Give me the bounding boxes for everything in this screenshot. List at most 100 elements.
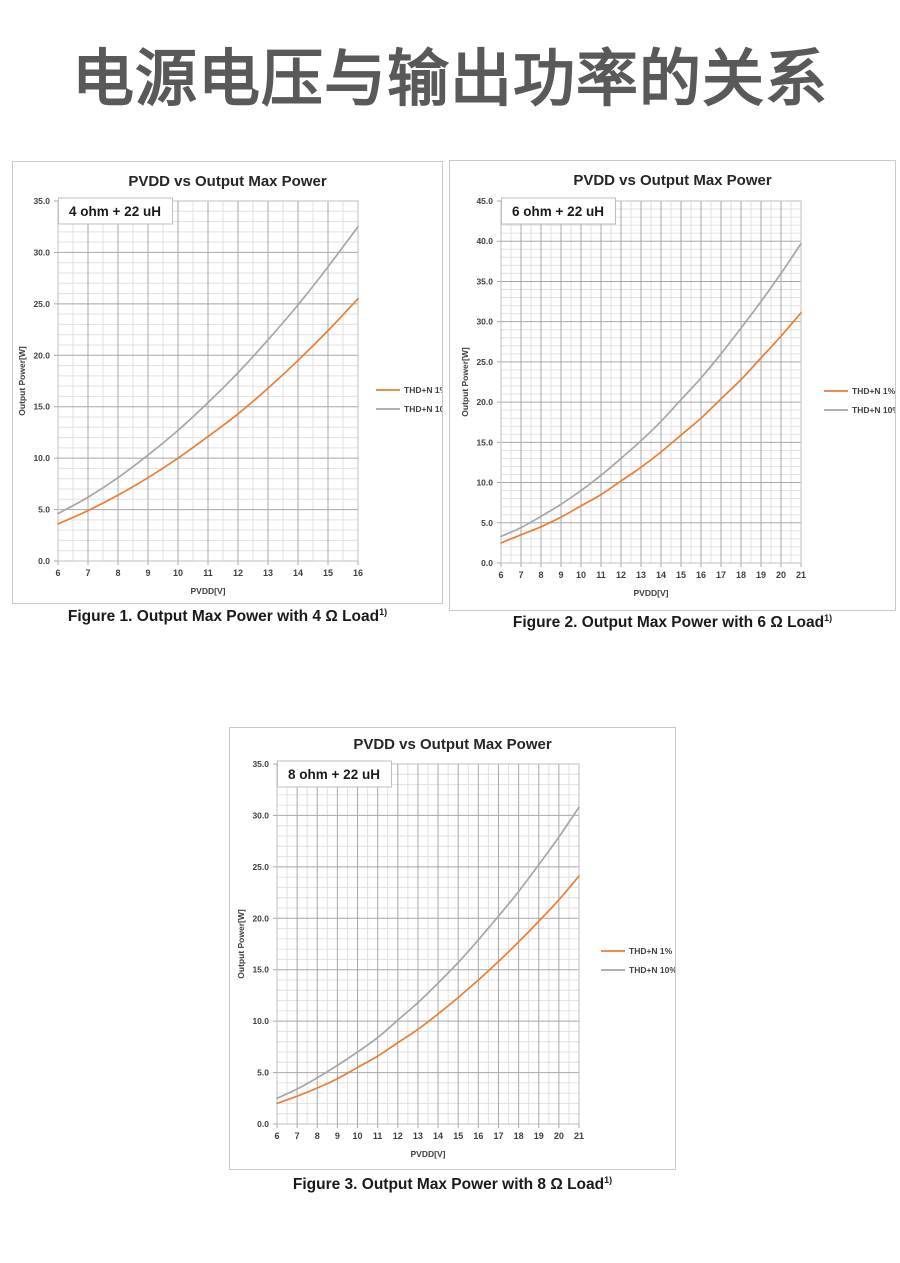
page-title: 电源电压与输出功率的关系 [71,42,828,115]
y-tick-label: 30.0 [476,317,493,327]
gridlines [277,764,579,1124]
x-tick-label: 6 [55,568,60,578]
y-tick-label: 15.0 [33,402,50,412]
x-axis-label: PVDD[V] [191,586,226,596]
x-tick-label: 11 [373,1131,383,1141]
x-tick-label: 7 [518,570,523,580]
y-tick-label: 20.0 [252,913,269,923]
x-tick-label: 11 [203,568,213,578]
chart-panel-8ohm: 6 7 8 9 10 11 12 13 14 15 16 17 18 19 20 21 0.0 5.0 10.0 15… [229,727,676,1170]
x-tick-label: 9 [558,570,563,580]
legend-label-thdn-1pct: THD+N 1% [629,946,673,956]
chart-title: PVDD vs Output Max Power [573,172,772,189]
x-tick-label: 15 [323,568,333,578]
x-tick-label: 13 [413,1131,423,1141]
legend-label-thdn-10pct: THD+N 10% [852,405,895,415]
x-tick-label: 14 [433,1131,443,1141]
chart-title: PVDD vs Output Max Power [353,736,552,753]
y-tick-labels: 0.0 5.0 10.0 15.0 20.0 25.0 30.0 35.0 [252,759,269,1129]
y-tick-label: 25.0 [33,299,50,309]
x-tick-label: 6 [498,570,503,580]
y-tick-label: 15.0 [476,437,493,447]
x-tick-label: 21 [574,1131,584,1141]
chart-title: PVDD vs Output Max Power [128,173,327,190]
series-lines [276,806,580,1105]
x-tick-labels: 6 7 8 9 10 11 12 13 14 15 16 17 18 19 20 21 [274,1131,584,1141]
figure-2-footnote-ref: 1) [824,613,833,623]
y-tick-label: 35.0 [33,196,50,206]
x-tick-label: 15 [453,1131,463,1141]
axis-ticks [497,200,802,567]
x-tick-label: 10 [353,1131,363,1141]
y-tick-label: 25.0 [252,862,269,872]
figure-2-caption: Figure 2. Output Max Power with 6 Ω Load… [449,613,896,632]
y-axis-label: Output Power[W] [236,909,246,979]
y-tick-label: 35.0 [476,276,493,286]
x-tick-label: 19 [756,570,766,580]
y-tick-label: 25.0 [476,357,493,367]
x-tick-label: 16 [353,568,363,578]
y-tick-labels: 0.0 5.0 10.0 15.0 20.0 25.0 30.0 35.0 [33,196,50,566]
legend-label-thdn-10pct: THD+N 10% [629,965,675,975]
chart-8ohm: 6 7 8 9 10 11 12 13 14 15 16 17 18 19 20 21 0.0 5.0 10.0 15… [236,736,675,1159]
x-tick-label: 7 [85,568,90,578]
chart-panel-4ohm: 6 7 8 9 10 11 12 13 14 15 16 0.0 5.0 10.0 15.0 20.0 25.0… [12,161,443,604]
x-tick-label: 14 [293,568,303,578]
y-tick-label: 0.0 [38,556,50,566]
chart-panel-6ohm: 6 7 8 9 10 11 12 13 14 15 16 17 18 19 20 21 0.0 5.0 10.0 15… [449,160,896,611]
y-tick-label: 40.0 [476,236,493,246]
x-tick-label: 14 [656,570,666,580]
annotation-rect [277,760,392,788]
series-line-thdn-10pct [57,225,359,515]
y-axis-label: Output Power[W] [460,347,470,417]
y-tick-label: 5.0 [257,1068,269,1078]
figure-1-caption-text: Figure 1. Output Max Power with 4 Ω Load [67,608,380,626]
annotation-label: 4 ohm + 22 uH [69,204,161,219]
y-axis-label: Output Power[W] [17,346,27,416]
y-tick-label: 30.0 [252,810,269,820]
y-tick-label: 5.0 [38,505,50,515]
x-tick-label: 18 [736,570,746,580]
legend: THD+N 1% THD+N 10% [601,946,675,975]
annotation-box: 4 ohm + 22 uH [58,197,173,225]
figure-3-caption: Figure 3. Output Max Power with 8 Ω Load… [229,1175,676,1194]
series-line-thdn-1pct [276,875,580,1105]
x-axis-label: PVDD[V] [634,588,669,598]
y-tick-label: 10.0 [33,453,50,463]
axis-ticks [54,200,359,565]
x-tick-label: 16 [473,1131,483,1141]
x-tick-label: 12 [393,1131,403,1141]
annotation-label: 6 ohm + 22 uH [512,204,604,219]
x-tick-labels: 6 7 8 9 10 11 12 13 14 15 16 17 18 19 20 21 [498,570,806,580]
gridlines [58,201,358,561]
x-tick-label: 21 [796,570,806,580]
x-tick-label: 20 [554,1131,564,1141]
plot-border [500,200,802,564]
x-tick-label: 11 [596,570,606,580]
y-tick-label: 35.0 [252,759,269,769]
x-tick-label: 7 [295,1131,300,1141]
x-tick-label: 15 [676,570,686,580]
y-tick-label: 20.0 [33,350,50,360]
x-tick-labels: 6 7 8 9 10 11 12 13 14 15 16 [55,568,363,578]
y-tick-label: 10.0 [476,478,493,488]
x-axis-label: PVDD[V] [411,1149,446,1159]
series-line-thdn-10pct [276,806,580,1100]
x-tick-label: 6 [274,1131,279,1141]
x-tick-label: 13 [263,568,273,578]
legend-label-thdn-1pct: THD+N 1% [852,386,895,396]
y-tick-labels: 0.0 5.0 10.0 15.0 20.0 25.0 30.0 35.0 40.0 45.0 [476,196,493,568]
series-line-thdn-1pct [57,297,359,525]
axis-ticks [273,763,580,1128]
x-tick-label: 9 [335,1131,340,1141]
figure-1-caption: Figure 1. Output Max Power with 4 Ω Load… [12,607,443,626]
series-lines [500,242,802,544]
legend-label-thdn-10pct: THD+N 10% [404,404,442,414]
y-tick-label: 0.0 [257,1119,269,1129]
series-line-thdn-10pct [500,242,802,538]
y-tick-label: 5.0 [481,518,493,528]
y-tick-label: 0.0 [481,558,493,568]
annotation-rect [58,197,173,225]
y-tick-label: 15.0 [252,965,269,975]
series-lines [57,225,359,525]
